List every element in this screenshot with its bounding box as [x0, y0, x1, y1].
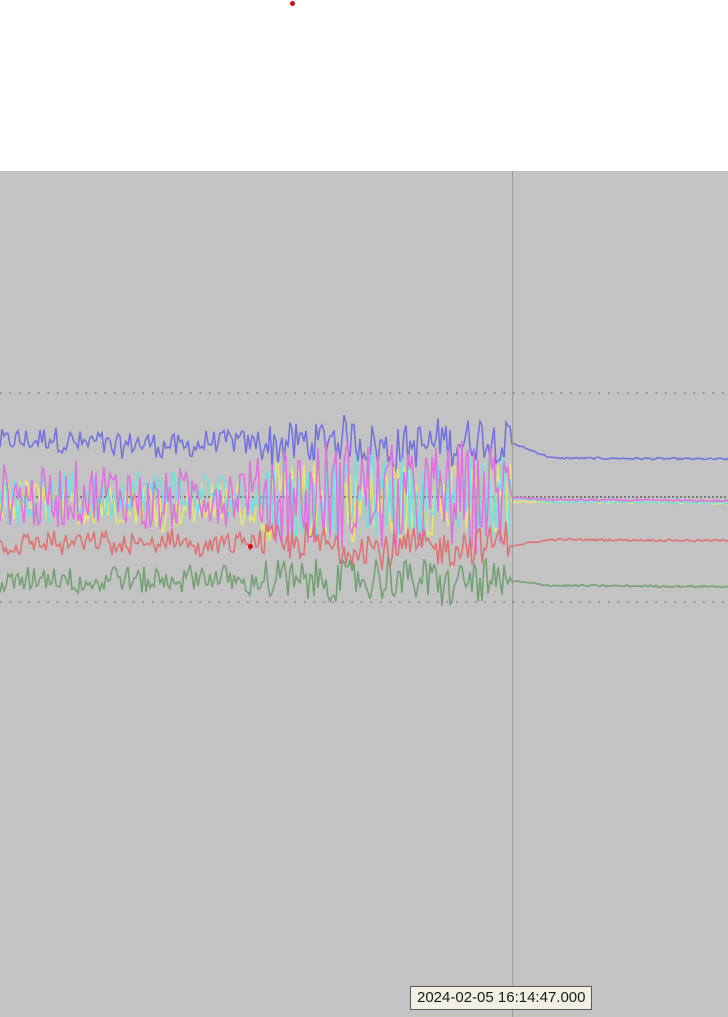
series-line-4: [0, 440, 728, 555]
event-marker-top[interactable]: [290, 1, 295, 6]
upper-plot-area[interactable]: [0, 0, 728, 171]
series-line-6: [0, 556, 728, 607]
time-cursor-line[interactable]: [512, 171, 513, 1017]
series-line-1: [0, 414, 728, 474]
waveform-plot-area[interactable]: 2024-02-05 16:14:47.000: [0, 171, 728, 1017]
waveform-plot: [0, 392, 728, 607]
series-line-3: [0, 454, 728, 543]
series-line-5: [0, 521, 728, 571]
cursor-time-tooltip: 2024-02-05 16:14:47.000: [410, 986, 593, 1010]
event-marker[interactable]: [248, 544, 253, 549]
